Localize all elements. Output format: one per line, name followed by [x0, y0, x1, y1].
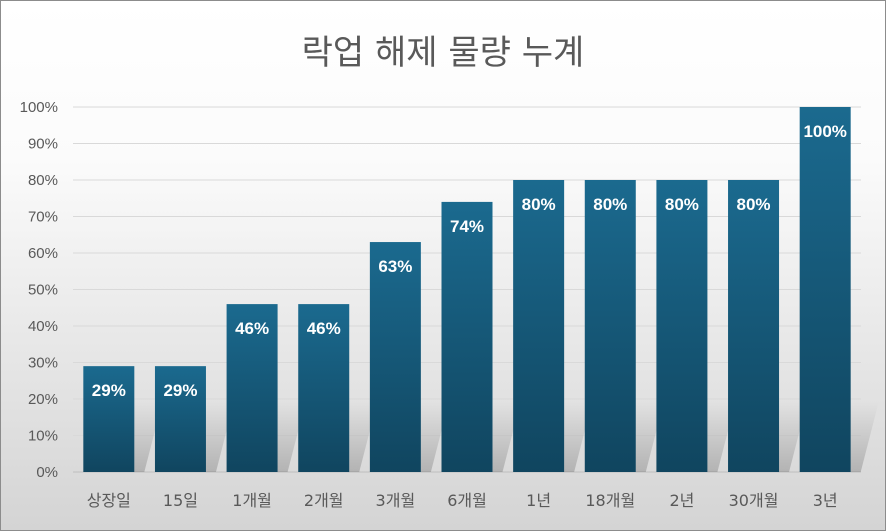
y-tick-label: 40%	[28, 318, 58, 335]
x-tick-label: 18개월	[585, 491, 635, 510]
x-tick-label: 3년	[813, 491, 838, 510]
bar-shadows	[134, 402, 879, 472]
y-tick-label: 90%	[28, 136, 58, 153]
data-label: 29%	[92, 381, 126, 400]
bar	[441, 201, 493, 472]
y-tick-label: 20%	[28, 391, 58, 408]
y-tick-label: 100%	[20, 99, 58, 116]
data-labels: 29% 29% 46% 46% 63% 74% 80% 80% 80% 80% 100%	[92, 122, 847, 400]
data-label: 80%	[522, 195, 556, 214]
data-label: 74%	[450, 217, 484, 236]
x-tick-label: 1개월	[232, 491, 272, 510]
data-label: 29%	[163, 381, 197, 400]
y-tick-label: 80%	[28, 172, 58, 189]
data-label: 46%	[235, 319, 269, 338]
bar	[154, 366, 206, 472]
bar	[656, 180, 708, 472]
bar-shadow	[850, 402, 879, 472]
x-tick-label: 3개월	[376, 491, 416, 510]
x-tick-label: 15일	[163, 491, 198, 510]
data-label: 46%	[307, 319, 341, 338]
bar	[298, 304, 350, 472]
data-label: 63%	[378, 257, 412, 276]
bar	[513, 180, 565, 472]
bar	[584, 180, 636, 472]
bar	[226, 304, 278, 472]
chart-title: 락업 해제 물량 누계	[302, 33, 585, 73]
y-tick-label: 10%	[28, 428, 58, 445]
y-tick-label: 70%	[28, 209, 58, 226]
bar	[83, 366, 135, 472]
data-label: 80%	[737, 195, 771, 214]
data-label: 80%	[593, 195, 627, 214]
y-tick-label: 60%	[28, 245, 58, 262]
y-tick-label: 0%	[36, 464, 58, 481]
y-tick-label: 50%	[28, 282, 58, 299]
x-tick-label: 1년	[526, 491, 551, 510]
x-tick-label: 2년	[669, 491, 694, 510]
data-label: 100%	[803, 122, 846, 141]
x-tick-label: 6개월	[447, 491, 487, 510]
x-tick-label: 2개월	[304, 491, 344, 510]
bar	[728, 180, 780, 472]
bar	[799, 107, 851, 472]
y-tick-label: 30%	[28, 355, 58, 372]
bars	[83, 107, 851, 472]
y-axis-ticks: 0% 10% 20% 30% 40% 50% 60% 70% 80% 90% 100%	[20, 99, 58, 481]
x-axis-ticks: 상장일 15일 1개월 2개월 3개월 6개월 1년 18개월 2년 30개월 3년	[87, 491, 838, 510]
x-tick-label: 30개월	[729, 491, 779, 510]
bar	[369, 242, 421, 472]
x-tick-label: 상장일	[87, 491, 131, 510]
data-label: 80%	[665, 195, 699, 214]
